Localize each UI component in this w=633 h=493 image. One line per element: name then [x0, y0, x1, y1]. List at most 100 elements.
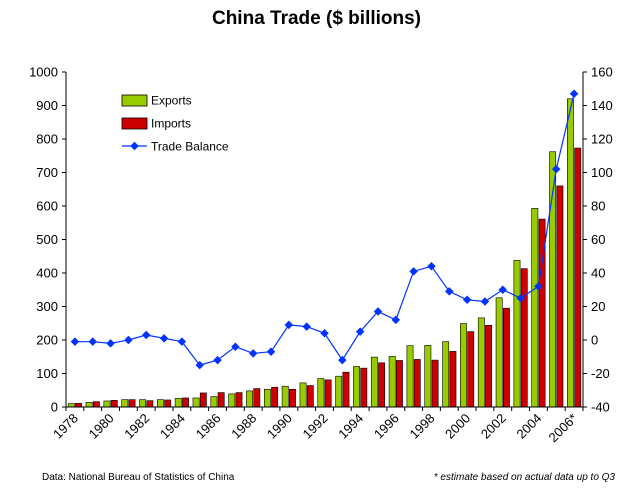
right-tick-label: 0 [591, 333, 598, 348]
import-bar [271, 386, 279, 408]
import-bar [520, 268, 528, 408]
left-tick-label: 0 [51, 400, 58, 415]
x-tick-label: 1996 [371, 411, 402, 442]
import-bar [360, 367, 368, 408]
right-tick-label: -20 [591, 366, 610, 381]
trade-balance-point [516, 293, 525, 303]
trade-balance-point [124, 335, 133, 345]
export-bar [85, 402, 93, 408]
import-bar [235, 392, 243, 408]
left-tick-label: 900 [36, 98, 58, 113]
x-tick-label: 1994 [335, 411, 366, 442]
export-bar [210, 396, 218, 408]
x-tick-label: 2006* [546, 411, 581, 446]
trade-balance-point [159, 334, 169, 343]
import-bar [342, 371, 350, 408]
export-bar [228, 393, 236, 408]
source-note: Data: National Bureau of Statistics of C… [42, 472, 235, 483]
import-bar [110, 399, 118, 408]
export-bar [299, 382, 307, 408]
export-bar [263, 388, 271, 408]
export-bar [157, 399, 164, 408]
left-tick-label: 500 [36, 232, 58, 247]
trade-balance-layer [70, 89, 579, 370]
right-tick-label: 160 [591, 65, 613, 80]
import-bar [556, 185, 564, 408]
left-tick-label: 800 [36, 132, 58, 147]
export-bar [174, 397, 182, 408]
export-bar [424, 345, 432, 408]
legend-swatch-imports [121, 117, 148, 130]
left-tick-label: 100 [36, 366, 58, 381]
import-bar [574, 147, 582, 408]
footnote: * estimate based on actual data up to Q3 [433, 472, 615, 483]
x-tick-label: 1990 [264, 411, 295, 442]
import-bar [75, 403, 82, 408]
x-tick-label: 2004 [513, 411, 544, 442]
bars-layer [67, 98, 582, 408]
legend-label-imports: Imports [151, 117, 191, 131]
import-bar [164, 399, 172, 408]
export-bar [495, 297, 503, 408]
x-tick-label: 1980 [86, 411, 117, 442]
right-tick-label: 120 [591, 132, 613, 147]
trade-balance-point [427, 262, 436, 271]
left-tick-label: 300 [36, 299, 58, 314]
import-bar [378, 362, 386, 408]
left-tick-label: 600 [36, 199, 58, 214]
import-bar [467, 331, 475, 408]
right-tick-label: 140 [591, 98, 613, 113]
right-tick-label: 20 [591, 299, 605, 314]
trade-balance-point [338, 355, 347, 365]
export-bar [67, 403, 75, 408]
export-bar [406, 345, 414, 408]
legend-marker-trade-balance [130, 141, 139, 151]
trade-balance-point [480, 297, 490, 306]
import-bar [449, 351, 457, 408]
export-bar [477, 317, 485, 408]
trade-balance-point [445, 287, 454, 296]
legend: Exports Imports Trade Balance [121, 94, 229, 154]
left-tick-label: 700 [36, 165, 58, 180]
right-tick-label: 60 [591, 232, 605, 247]
legend-label-trade-balance: Trade Balance [151, 140, 229, 154]
trade-balance-point [248, 349, 258, 358]
export-bar [139, 399, 147, 408]
trade-balance-point [213, 355, 222, 365]
trade-balance-point [195, 360, 204, 370]
x-tick-label: 1984 [157, 411, 188, 442]
import-bar [413, 359, 421, 408]
import-bar [396, 360, 403, 408]
legend-label-exports: Exports [151, 94, 192, 108]
import-bar [502, 307, 510, 408]
x-tick-label: 1982 [121, 411, 152, 442]
export-bar [442, 341, 450, 408]
trade-balance-point [284, 320, 294, 330]
export-bar [121, 399, 129, 408]
right-tick-label: -40 [591, 400, 610, 415]
chart-title: China Trade ($ billions) [211, 8, 422, 29]
x-tick-label: 1988 [228, 411, 259, 442]
right-tick-label: 40 [591, 266, 605, 281]
export-bar [353, 366, 360, 408]
export-bar [388, 356, 396, 408]
export-bar [192, 397, 200, 408]
x-tick-label: 1986 [193, 411, 224, 442]
export-bar [335, 375, 343, 408]
trade-balance-point [373, 307, 383, 316]
trade-balance-point [106, 339, 115, 348]
import-bar [217, 392, 225, 408]
x-tick-label: 2000 [442, 411, 473, 442]
trade-balance-point [355, 327, 365, 336]
left-tick-label: 200 [36, 333, 58, 348]
left-tick-label: 1000 [29, 65, 58, 80]
import-bar [146, 400, 154, 408]
import-bar [128, 399, 136, 408]
trade-balance-point [88, 337, 97, 346]
trade-balance-point [534, 282, 543, 291]
trade-balance-point [177, 337, 187, 346]
import-bar [92, 401, 100, 408]
x-tick-label: 1998 [407, 411, 438, 442]
export-bar [370, 356, 378, 408]
